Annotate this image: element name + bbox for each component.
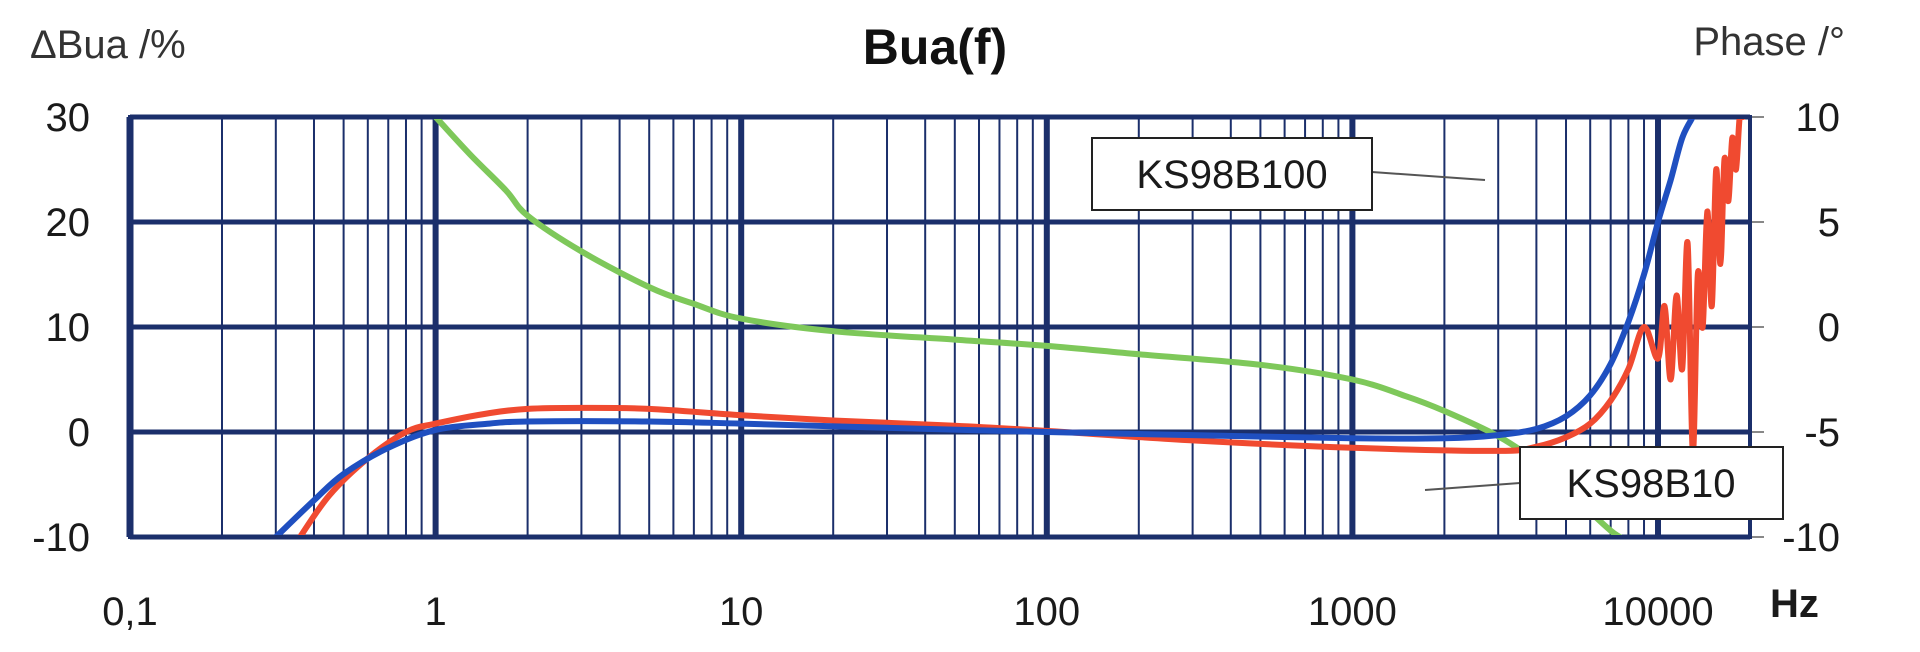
x-tick-label: 0,1: [102, 590, 158, 634]
callout-layer: KS98B100 KS98B10: [1091, 137, 1784, 520]
y-left-tick-label: 30: [46, 96, 91, 140]
labels-layer: Bua(f) ΔBua /% Phase /° Hz 0,1 1 10 100 1000…: [30, 19, 1845, 634]
y-left-tick-label: -10: [32, 516, 90, 560]
callout-leader-ks98b10: [1424, 482, 1521, 491]
x-tick-label: 10000: [1602, 590, 1713, 634]
y-right-tick-label: 10: [1796, 96, 1841, 140]
callout-label-ks98b10: KS98B10: [1566, 462, 1735, 506]
callout-label-ks98b100: KS98B100: [1136, 153, 1327, 197]
callout-box-ks98b100: [1091, 137, 1373, 211]
y-right-tick-label: 5: [1818, 201, 1840, 245]
x-tick-label: 100: [1013, 590, 1080, 634]
series-line-ks98b100: [272, 115, 1696, 539]
series-line-ks98b10: [297, 115, 1747, 539]
y-right-tick-label: -5: [1804, 411, 1840, 455]
callout-leader-ks98b100: [1371, 171, 1486, 181]
y-left-axis-label: ΔBua /%: [30, 23, 186, 67]
grid-layer: [127, 114, 1764, 540]
y-right-tick-label: 0: [1818, 306, 1840, 350]
x-tick-label: 1: [424, 590, 446, 634]
y-left-tick-label: 10: [46, 306, 91, 350]
y-left-tick-label: 20: [46, 201, 91, 245]
x-tick-label: 1000: [1308, 590, 1397, 634]
x-tick-label: 10: [719, 590, 764, 634]
chart-title: Bua(f): [863, 19, 1007, 75]
y-right-tick-label: -10: [1782, 516, 1840, 560]
y-left-tick-label: 0: [68, 411, 90, 455]
callout-box-ks98b10: [1519, 446, 1784, 520]
frame-layer: [126, 115, 1752, 539]
x-unit-label: Hz: [1770, 582, 1819, 626]
y-right-axis-label: Phase /°: [1693, 20, 1845, 64]
